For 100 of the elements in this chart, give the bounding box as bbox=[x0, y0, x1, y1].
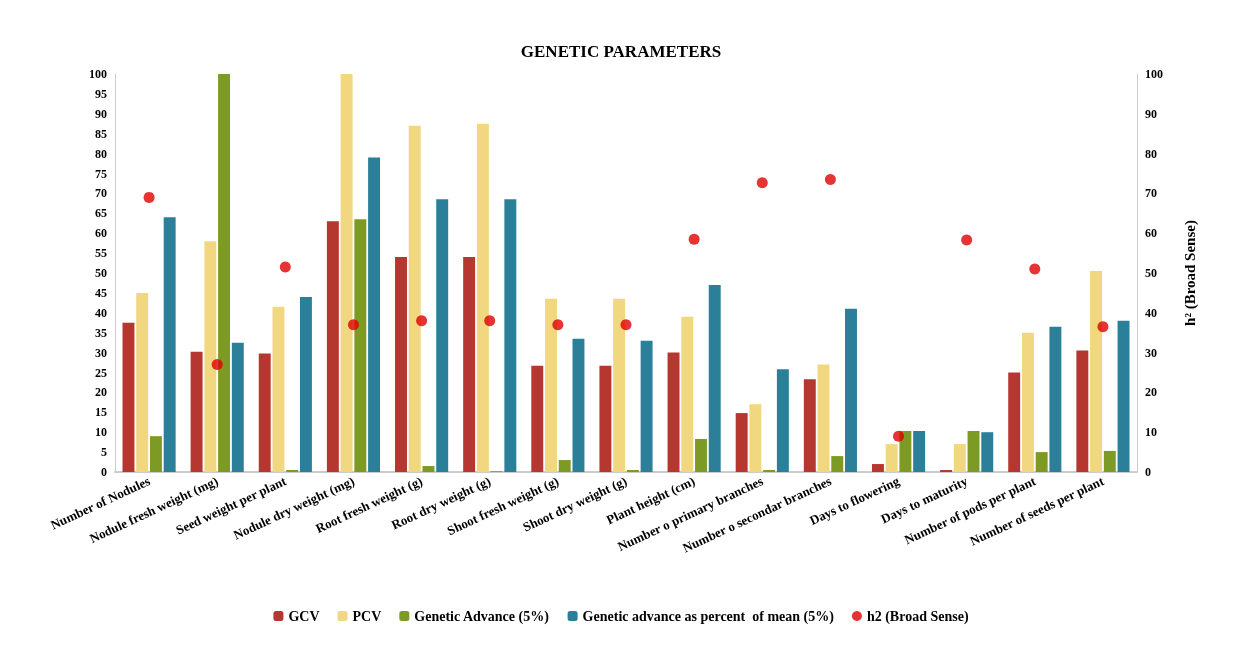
bar bbox=[531, 365, 544, 472]
bar bbox=[122, 322, 135, 472]
y-tick-label: 30 bbox=[95, 345, 107, 360]
point bbox=[552, 319, 564, 331]
bar bbox=[463, 257, 476, 472]
bar bbox=[871, 464, 884, 472]
bar bbox=[190, 351, 203, 472]
point bbox=[143, 191, 155, 203]
y-tick-label: 100 bbox=[89, 67, 107, 81]
point bbox=[484, 315, 496, 327]
bar bbox=[899, 431, 912, 472]
bar bbox=[476, 123, 489, 472]
legend-label: Genetic Advance (5%) bbox=[414, 608, 550, 625]
bar bbox=[681, 316, 694, 472]
point bbox=[1097, 321, 1109, 333]
bar bbox=[735, 413, 748, 472]
y-tick-label: 90 bbox=[95, 106, 107, 121]
point bbox=[961, 234, 973, 246]
bar bbox=[422, 466, 435, 472]
point bbox=[756, 177, 768, 189]
bar bbox=[326, 221, 339, 472]
y-tick-label: 65 bbox=[95, 206, 107, 221]
chart-title: GENETIC PARAMETERS bbox=[520, 42, 722, 61]
point bbox=[279, 261, 291, 273]
bar bbox=[136, 292, 149, 472]
y-tick-label: 35 bbox=[95, 325, 107, 340]
y2-tick-label: 40 bbox=[1145, 305, 1157, 320]
bar bbox=[831, 456, 844, 472]
bar bbox=[545, 298, 557, 472]
bar bbox=[340, 74, 353, 472]
bar bbox=[1076, 350, 1089, 472]
y-tick-label: 0 bbox=[101, 465, 107, 479]
point bbox=[893, 430, 905, 442]
bar bbox=[695, 438, 707, 472]
y2-tick-label: 100 bbox=[1145, 67, 1163, 81]
bar bbox=[967, 431, 980, 472]
bar bbox=[204, 241, 217, 472]
bar bbox=[1008, 372, 1021, 472]
bar bbox=[572, 338, 585, 472]
bar bbox=[1049, 326, 1062, 472]
y2-tick-label: 0 bbox=[1145, 465, 1151, 479]
bar bbox=[885, 444, 898, 472]
bar bbox=[395, 257, 407, 472]
y-tick-label: 75 bbox=[95, 166, 107, 181]
y-tick-label: 80 bbox=[95, 146, 107, 161]
bar bbox=[776, 369, 789, 472]
bar bbox=[613, 298, 626, 472]
y-tick-label: 55 bbox=[95, 246, 107, 261]
point bbox=[211, 359, 223, 371]
y-tick-label: 50 bbox=[95, 266, 107, 280]
bar bbox=[803, 379, 816, 472]
bar bbox=[749, 404, 762, 472]
point bbox=[620, 319, 632, 331]
y-tick-label: 20 bbox=[95, 385, 107, 400]
bar bbox=[504, 199, 517, 472]
point bbox=[347, 319, 359, 331]
bar bbox=[558, 460, 571, 472]
bar bbox=[1117, 320, 1130, 472]
y-tick-label: 15 bbox=[95, 405, 107, 420]
y-tick-label: 95 bbox=[95, 86, 107, 101]
bar bbox=[845, 308, 857, 472]
bar bbox=[368, 157, 381, 472]
y2-tick-label: 60 bbox=[1145, 226, 1157, 241]
legend-label: Genetic advance as percent of mean (5%) bbox=[582, 608, 835, 625]
y-tick-label: 60 bbox=[95, 226, 107, 241]
bar bbox=[640, 340, 653, 472]
legend-label: h2 (Broad Sense) bbox=[866, 608, 969, 625]
bar bbox=[708, 284, 721, 472]
bar bbox=[163, 217, 176, 472]
y-tick-label: 25 bbox=[95, 365, 107, 380]
y-tick-label: 10 bbox=[95, 425, 107, 440]
y2-tick-label: 30 bbox=[1145, 345, 1157, 360]
legend-label: PCV bbox=[352, 608, 382, 624]
y2-tick-label: 20 bbox=[1145, 385, 1157, 400]
bar bbox=[218, 74, 231, 472]
y2-tick-label: 70 bbox=[1145, 186, 1157, 201]
bar bbox=[354, 219, 367, 472]
legend-label: GCV bbox=[288, 608, 320, 624]
point bbox=[688, 233, 700, 245]
y-tick-label: 85 bbox=[95, 126, 107, 141]
y-tick-label: 40 bbox=[95, 305, 107, 320]
y2-tick-label: 90 bbox=[1145, 106, 1157, 121]
y2-tick-label: 10 bbox=[1145, 425, 1157, 440]
y-tick-label: 70 bbox=[95, 186, 107, 201]
y2-tick-label: 80 bbox=[1145, 146, 1157, 161]
bar bbox=[149, 436, 162, 472]
y-tick-label: 5 bbox=[101, 445, 107, 460]
bar bbox=[299, 296, 312, 472]
y2-tick-label: 50 bbox=[1145, 266, 1157, 280]
bar bbox=[258, 353, 271, 472]
y2-axis-title: h² (Broad Sense) bbox=[1181, 220, 1199, 326]
bar bbox=[231, 342, 244, 472]
bar bbox=[1035, 452, 1048, 472]
point bbox=[824, 173, 836, 185]
bar bbox=[272, 306, 285, 472]
bar bbox=[408, 125, 421, 472]
bar bbox=[1103, 450, 1116, 472]
y-tick-label: 45 bbox=[95, 285, 107, 300]
bar bbox=[1090, 271, 1103, 472]
bar bbox=[981, 432, 994, 472]
